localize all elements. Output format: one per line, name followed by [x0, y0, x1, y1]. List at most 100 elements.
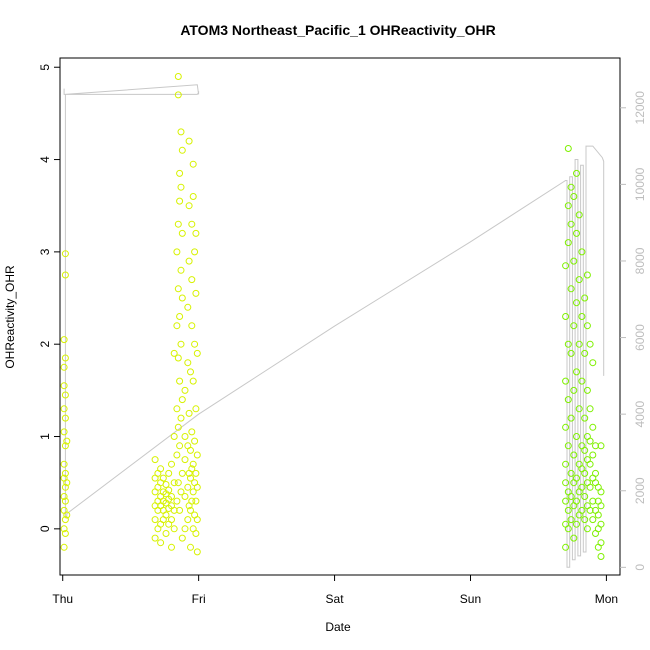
data-point — [578, 483, 586, 491]
data-point — [562, 460, 570, 468]
data-point — [187, 446, 194, 454]
data-point — [573, 229, 580, 237]
data-point — [597, 442, 605, 450]
data-point — [184, 516, 192, 524]
data-point — [178, 396, 186, 404]
data-point — [188, 322, 196, 330]
data-point — [60, 543, 68, 551]
data-point — [178, 469, 186, 477]
data-point — [168, 460, 175, 468]
data-point — [191, 340, 199, 348]
data-point — [181, 456, 189, 464]
data-point — [597, 539, 605, 547]
data-point — [562, 262, 570, 270]
data-point — [575, 211, 583, 219]
data-point — [594, 511, 602, 519]
data-point — [60, 493, 68, 500]
data-point — [586, 483, 594, 491]
data-point — [184, 303, 192, 311]
data-point — [583, 525, 591, 533]
data-point — [578, 313, 586, 320]
data-point — [589, 359, 597, 367]
data-point — [567, 349, 575, 357]
data-point — [61, 516, 69, 524]
data-point — [178, 294, 186, 302]
data-point — [173, 248, 181, 256]
data-point — [151, 516, 159, 524]
data-point — [177, 183, 185, 191]
data-point — [578, 248, 586, 256]
data-point — [575, 340, 583, 348]
data-point — [581, 294, 589, 302]
data-point — [174, 423, 182, 431]
data-point — [581, 493, 589, 500]
data-point — [575, 276, 583, 284]
data-point — [170, 525, 178, 533]
data-point — [564, 525, 572, 533]
data-point — [188, 276, 196, 284]
y-tick-label: 4 — [38, 156, 52, 163]
data-point — [570, 322, 578, 330]
data-point — [60, 382, 68, 390]
data-point — [177, 414, 185, 422]
data-point — [586, 506, 594, 514]
data-point — [564, 340, 572, 348]
data-point — [168, 516, 175, 524]
data-point — [187, 474, 194, 482]
data-point — [173, 405, 181, 413]
data-point — [581, 516, 589, 524]
data-point — [597, 488, 605, 496]
data-point — [589, 516, 597, 524]
data-point — [187, 506, 194, 514]
data-point — [570, 193, 578, 200]
data-point — [168, 493, 175, 500]
data-point — [191, 437, 199, 445]
data-point — [581, 469, 589, 477]
data-point — [597, 520, 605, 528]
data-point — [173, 497, 181, 505]
data-point — [61, 414, 69, 422]
data-point — [176, 313, 184, 320]
data-point — [173, 322, 181, 330]
data-point — [567, 220, 575, 228]
data-point — [570, 451, 578, 459]
data-point — [63, 479, 71, 487]
data-point — [185, 257, 193, 265]
data-point — [562, 479, 570, 487]
data-point — [586, 437, 594, 445]
data-point — [185, 202, 193, 210]
plot-frame — [59, 57, 621, 576]
data-point — [188, 428, 196, 436]
data-point — [60, 405, 68, 413]
data-point — [597, 502, 605, 510]
data-point — [168, 543, 175, 551]
data-point — [581, 414, 589, 422]
data-point — [63, 437, 71, 445]
data-point — [176, 169, 184, 177]
axes-layer: 0 1 2 3 4 5 0 2000 4000 6000 8000 10000 12000 Thu Fri S… — [38, 64, 647, 606]
data-point — [581, 446, 589, 454]
data-point — [570, 257, 578, 265]
data-point — [583, 322, 591, 330]
data-point — [562, 377, 570, 385]
data-point — [187, 543, 194, 551]
data-point — [177, 128, 185, 136]
x-tick-label: Sat — [326, 592, 345, 606]
data-point — [567, 285, 575, 293]
y-tick-label: 1 — [38, 433, 52, 440]
data-point — [173, 451, 181, 459]
data-point — [573, 433, 580, 440]
data-point — [192, 469, 200, 477]
data-point — [181, 493, 189, 500]
data-point — [61, 469, 69, 477]
data-point — [61, 271, 69, 279]
data-point — [575, 405, 583, 413]
data-point — [165, 486, 173, 494]
data-point — [586, 460, 594, 468]
data-point — [564, 442, 572, 450]
data-point — [567, 516, 575, 524]
data-point — [174, 220, 182, 228]
data-point — [157, 465, 165, 473]
data-point — [578, 377, 586, 385]
